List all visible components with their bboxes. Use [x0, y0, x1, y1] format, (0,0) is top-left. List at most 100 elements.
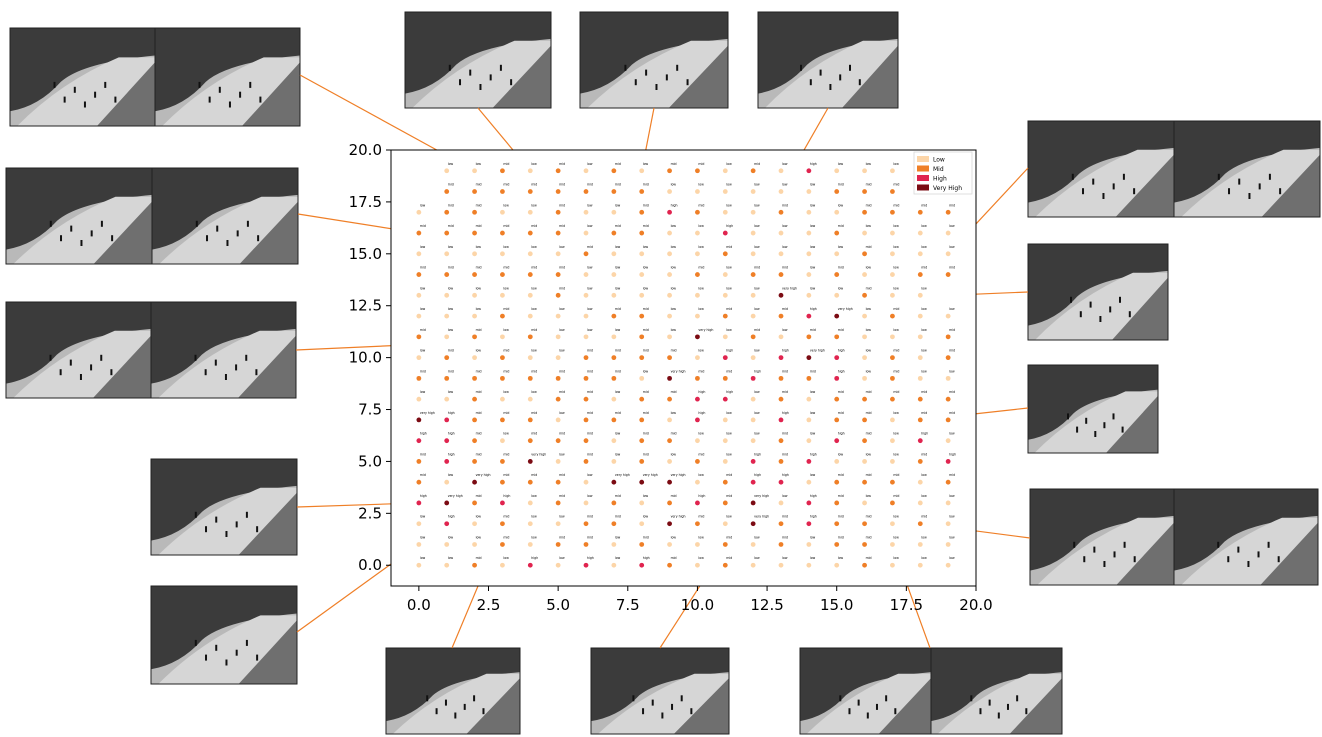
data-point-mid	[472, 396, 477, 402]
pedestrian	[216, 225, 219, 232]
data-point-veryhigh	[611, 479, 617, 485]
data-point-mid	[778, 209, 784, 215]
data-point-label: mid	[448, 203, 454, 207]
data-point-label: very high	[698, 328, 713, 332]
data-point-label: low	[838, 162, 844, 166]
data-point-label: mid	[866, 432, 872, 436]
data-point-label: mid	[448, 183, 454, 187]
data-point-mid	[611, 168, 617, 174]
data-point-label: low	[949, 494, 955, 498]
data-point-label: low	[949, 556, 955, 560]
data-point-label: mid	[866, 535, 872, 539]
data-point-high	[750, 479, 756, 485]
data-point-low	[667, 251, 672, 257]
data-point-mid	[500, 168, 505, 174]
data-point-high	[444, 417, 450, 423]
data-point-high	[750, 459, 756, 464]
data-point-high	[695, 396, 700, 402]
data-point-mid	[639, 459, 645, 464]
data-point-label: low	[838, 203, 844, 207]
data-point-low	[862, 272, 867, 277]
data-point-label: low	[921, 535, 927, 539]
data-point-label: low	[503, 390, 509, 394]
grass-slope	[1260, 522, 1318, 585]
data-point-label: high	[782, 349, 789, 353]
data-point-mid	[472, 375, 477, 381]
pedestrian	[479, 84, 482, 90]
pedestrian	[225, 531, 228, 537]
pedestrian	[70, 225, 73, 232]
legend-label-mid: Mid	[933, 166, 944, 173]
data-point-label: high	[671, 203, 678, 207]
data-point-label: mid	[531, 183, 537, 187]
data-point-label: mid	[893, 203, 899, 207]
data-point-label: low	[893, 245, 899, 249]
data-point-label: low	[420, 515, 426, 519]
data-point-label: low	[448, 556, 454, 560]
grass-slope	[1116, 522, 1174, 585]
data-point-label: mid	[838, 473, 844, 477]
data-point-label: mid	[726, 245, 732, 249]
data-point-label: mid	[698, 369, 704, 373]
data-point-veryhigh	[750, 500, 756, 506]
data-point-mid	[611, 521, 617, 527]
data-point-low	[416, 209, 422, 215]
data-point-label: very high	[671, 369, 686, 373]
x-axis: 0.0 2.5 5.0 7.5 10.0 12.5 15.0 17.5 20.0	[407, 586, 993, 614]
data-point-low	[945, 438, 951, 444]
data-point-low	[806, 251, 812, 257]
data-point-mid	[416, 230, 422, 236]
data-point-label: high	[810, 452, 817, 456]
data-point-low	[583, 334, 589, 340]
data-point-label: mid	[866, 411, 872, 415]
grass-slope	[1106, 395, 1158, 453]
data-point-label: mid	[838, 328, 844, 332]
data-point-low	[806, 479, 812, 485]
data-point-low	[750, 355, 756, 361]
grass-slope	[238, 620, 297, 684]
data-point-label: low	[754, 556, 760, 560]
data-point-low	[750, 562, 756, 568]
data-point-label: low	[698, 349, 704, 353]
data-point-label: mid	[810, 369, 816, 373]
data-point-label: low	[531, 390, 537, 394]
data-point-low	[416, 396, 422, 402]
data-point-label: mid	[782, 515, 788, 519]
data-point-label: low	[671, 224, 677, 228]
data-point-label: high	[810, 162, 817, 166]
data-point-label: very high	[671, 515, 686, 519]
scene-border	[1027, 364, 1159, 454]
pedestrian	[463, 703, 466, 710]
pedestrian	[208, 96, 211, 103]
data-point-label: mid	[782, 203, 788, 207]
data-point-label: low	[949, 515, 955, 519]
data-point-label: low	[949, 369, 955, 373]
x-tick-label: 15.0	[820, 596, 853, 614]
pedestrian	[1121, 426, 1124, 433]
data-point-low	[583, 230, 589, 236]
data-point-label: mid	[476, 390, 482, 394]
data-point-label: mid	[782, 432, 788, 436]
data-point-low	[722, 521, 728, 527]
data-point-label: low	[698, 535, 704, 539]
data-point-low	[945, 230, 951, 236]
data-point-label: low	[615, 286, 621, 290]
data-point-low	[750, 417, 756, 423]
data-point-label: low	[893, 224, 899, 228]
data-point-label: mid	[838, 494, 844, 498]
data-point-low	[862, 355, 867, 361]
data-point-label: mid	[587, 369, 593, 373]
data-point-low	[695, 438, 700, 444]
pedestrian	[1112, 413, 1115, 420]
data-point-low	[834, 251, 840, 257]
data-point-label: high	[643, 556, 650, 560]
data-point-label: mid	[476, 494, 482, 498]
pedestrian	[53, 81, 56, 88]
data-point-label: low	[810, 224, 816, 228]
data-point-low	[834, 292, 840, 298]
data-point-low	[500, 396, 505, 402]
data-point-label: mid	[587, 390, 593, 394]
pedestrian	[426, 695, 429, 702]
data-point-low	[639, 521, 645, 527]
data-point-label: low	[726, 515, 732, 519]
